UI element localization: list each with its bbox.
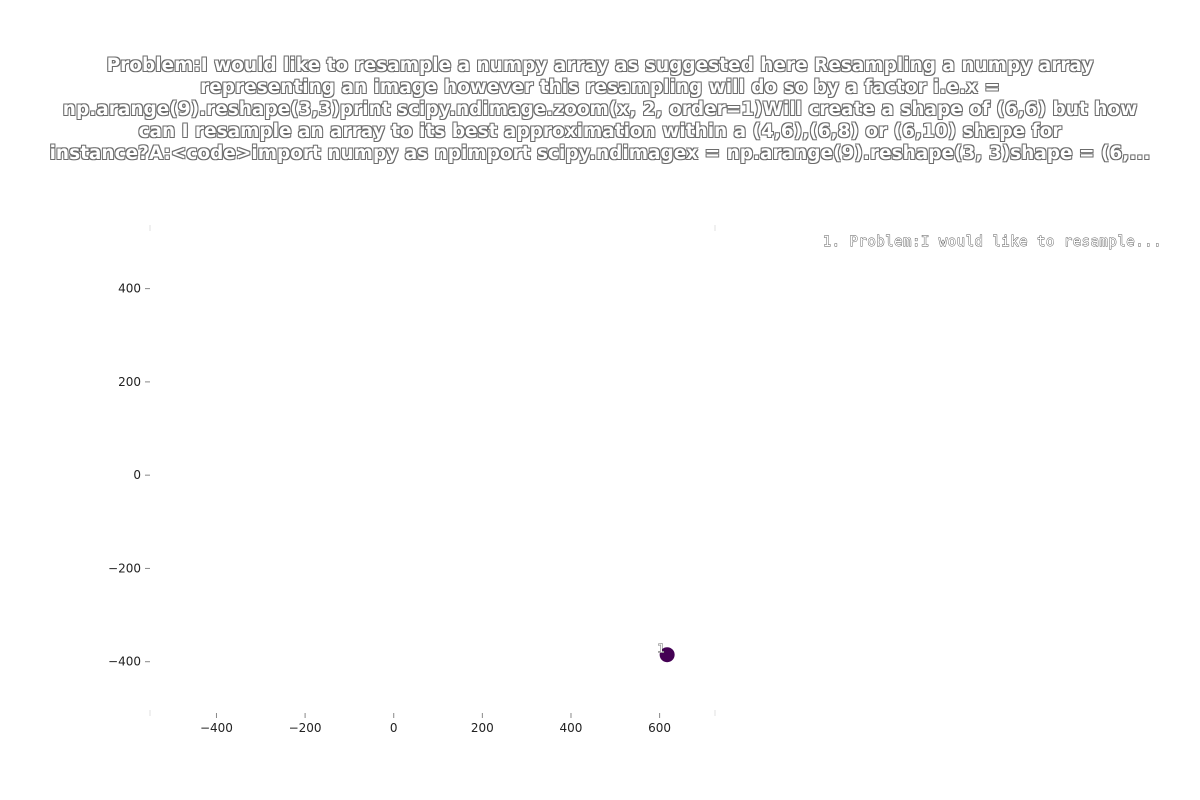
chart-title-line-4: can I resample an array to its best appr… bbox=[138, 121, 1062, 142]
x-tick-label: −400 bbox=[200, 721, 233, 735]
legend-entry: 1. Problem:I would like to resample... bbox=[823, 234, 1162, 250]
y-tick-label: 200 bbox=[118, 375, 141, 389]
x-tick-label: 400 bbox=[560, 721, 583, 735]
plot-marks: 1 bbox=[657, 641, 675, 663]
x-tick-label: 0 bbox=[390, 721, 398, 735]
x-tick-label: 200 bbox=[471, 721, 494, 735]
plot-axes: −400 −200 0 200 400 600 −400 −200 0 200 400 bbox=[108, 225, 716, 735]
chart-title-line-1: Problem:I would like to resample a numpy… bbox=[106, 55, 1094, 76]
chart-title-line-3: np.arange(9).reshape(3,3)print scipy.ndi… bbox=[62, 99, 1138, 120]
x-tick-label: 600 bbox=[648, 721, 671, 735]
chart-title-line-2: representing an image however this resam… bbox=[200, 77, 1000, 98]
chart-title-line-5: instance?A:<code>import numpy as npimpor… bbox=[49, 143, 1151, 164]
chart-title: Problem:I would like to resample a numpy… bbox=[20, 55, 1180, 165]
y-tick-label: 0 bbox=[133, 468, 141, 482]
x-tick-label: −200 bbox=[289, 721, 322, 735]
data-point-label: 1 bbox=[657, 642, 665, 656]
y-tick-label: −200 bbox=[108, 561, 141, 575]
y-tick-label: −400 bbox=[108, 655, 141, 669]
data-point bbox=[659, 647, 675, 663]
y-tick-label: 400 bbox=[118, 282, 141, 296]
